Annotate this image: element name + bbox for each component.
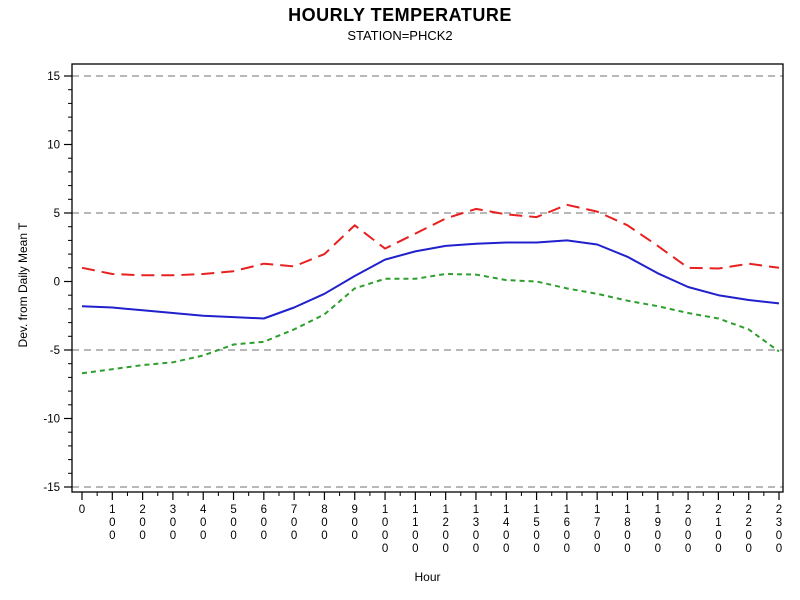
y-tick-label: -10 [43,414,60,426]
y-tick-label: -5 [50,345,60,357]
series-green-dashed [81,273,780,375]
y-tick-label: 0 [54,277,60,289]
x-tick-label: 0 [79,504,85,516]
chart-subtitle: STATION=PHCK2 [347,28,453,43]
chart-title: HOURLY TEMPERATURE [288,5,512,25]
y-tick-label: 5 [54,208,60,220]
x-axis-label: Hour [414,570,441,584]
y-tick-label: 15 [47,71,60,83]
y-tick-label: -15 [43,482,60,494]
series-red-dashed [81,203,780,277]
y-tick-label: 10 [47,140,60,152]
series-blue-solid [81,239,780,320]
plot-frame [71,63,784,493]
